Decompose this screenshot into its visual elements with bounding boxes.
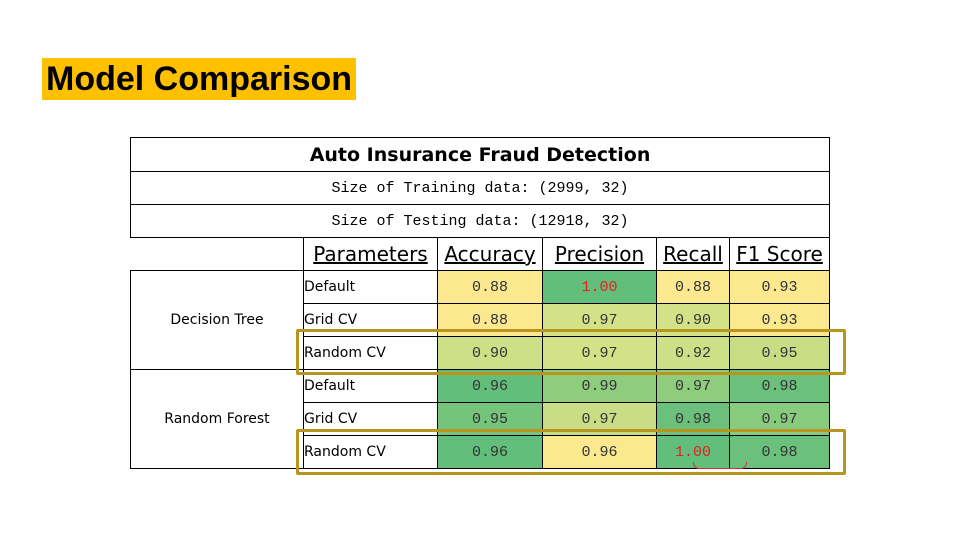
header-blank	[130, 237, 304, 271]
accuracy-cell: 0.88	[437, 303, 543, 337]
f1-score-cell: 0.97	[728, 402, 831, 436]
table-row: Random CV 0.90 0.97 0.92 0.95	[131, 336, 831, 370]
recall-cell: 1.00	[656, 435, 730, 469]
accuracy-cell: 0.96	[437, 369, 543, 403]
recall-cell: 0.92	[656, 336, 730, 370]
param-label: Default	[303, 270, 438, 304]
model-label: Random Forest	[130, 369, 304, 469]
table-row: Decision Tree Default 0.88 1.00 0.88 0.9…	[130, 270, 831, 370]
header-recall: Recall	[656, 237, 730, 271]
header-f1-score: F1 Score	[728, 237, 831, 271]
header-precision: Precision	[542, 237, 657, 271]
training-size: Size of Training data: (2999, 32)	[129, 171, 831, 205]
precision-cell: 0.99	[542, 369, 657, 403]
f1-score-cell: 0.93	[728, 303, 831, 337]
accuracy-cell: 0.90	[437, 336, 543, 370]
model-label: Decision Tree	[130, 270, 304, 370]
table-row: Random Forest Default 0.96 0.99 0.97 0.9…	[130, 369, 831, 469]
table-row: Random CV 0.96 0.96 1.00 0.98	[131, 435, 831, 469]
recall-cell: 0.98	[656, 402, 730, 436]
accuracy-cell: 0.95	[437, 402, 543, 436]
param-label: Default	[303, 369, 438, 403]
param-label: Grid CV	[303, 303, 438, 337]
recall-cell: 0.97	[656, 369, 730, 403]
header-parameters: Parameters	[303, 237, 438, 271]
testing-size: Size of Testing data: (12918, 32)	[129, 204, 831, 238]
param-label: Grid CV	[303, 402, 438, 436]
param-label: Random CV	[303, 435, 438, 469]
precision-cell: 0.97	[542, 336, 657, 370]
recall-cell: 0.90	[656, 303, 730, 337]
precision-cell: 0.97	[542, 303, 657, 337]
accuracy-cell: 0.88	[437, 270, 543, 304]
accuracy-cell: 0.96	[437, 435, 543, 469]
slide-title: Model Comparison	[42, 58, 357, 100]
precision-cell: 0.97	[542, 402, 657, 436]
f1-score-cell: 0.98	[728, 369, 831, 403]
f1-score-cell: 0.93	[728, 270, 831, 304]
precision-cell: 1.00	[542, 270, 657, 304]
precision-cell: 0.96	[542, 435, 657, 469]
recall-cell: 0.88	[656, 270, 730, 304]
recall-annotation-mark	[693, 462, 747, 469]
header-accuracy: Accuracy	[437, 237, 543, 271]
model-comparison-table: Auto Insurance Fraud Detection Size of T…	[129, 137, 831, 469]
f1-score-cell: 0.95	[728, 336, 831, 370]
table-title: Auto Insurance Fraud Detection	[129, 137, 831, 172]
param-label: Random CV	[303, 336, 438, 370]
